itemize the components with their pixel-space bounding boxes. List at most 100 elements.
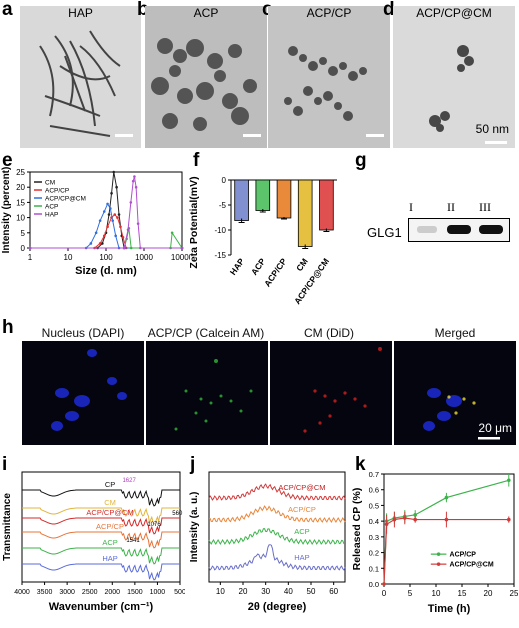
x-tick-label: 10 [432, 589, 441, 598]
legend-label: ACP/CP@CM [45, 196, 86, 203]
series-point [106, 225, 109, 229]
series-point [170, 231, 174, 235]
chart-i-ftir: 4000 3500 3000 2500 2000 1500 1000 500CPCMACP/C… [2, 471, 185, 613]
panel-letter-f: f [193, 150, 200, 171]
y-tick-label: 10 [16, 214, 25, 223]
legend-label: ACP/CP@CM [450, 562, 494, 569]
bar [255, 179, 271, 211]
panel-letter-e: e [2, 150, 13, 171]
legend-label: HAP [45, 212, 58, 219]
release-point [403, 516, 407, 520]
bar [297, 179, 313, 247]
y-axis-title: Transmittance [2, 493, 13, 561]
tem-image-acp: ACP [145, 6, 267, 148]
category-label: HAP [228, 256, 247, 277]
series-line [30, 213, 182, 249]
lane-label-3: III [479, 200, 491, 214]
series-point [102, 210, 106, 213]
xrd-line [208, 528, 346, 545]
x-tick-label: 15 [458, 589, 467, 598]
series-point [126, 228, 130, 232]
y-tick-label: 0.1 [369, 564, 379, 573]
series-point [121, 236, 125, 239]
x-tick-label: 20 [239, 587, 248, 596]
fluor-image-calcein [146, 341, 268, 445]
x-tick-label: 2500 [82, 589, 98, 596]
tem-title-hap: HAP [68, 6, 93, 20]
xrd-line [208, 483, 346, 501]
panel-letter-d: d [383, 0, 395, 20]
x-tick-label: 100 [99, 253, 113, 262]
y-tick-label: 5 [21, 229, 26, 238]
western-blot: I II III GLG1 [355, 192, 515, 252]
series-point [101, 242, 104, 245]
spectrum-label: ACP/CP@CM [86, 508, 133, 517]
release-point [413, 517, 417, 522]
panel-letter-g: g [355, 150, 367, 171]
y-axis-title: Released CP (%) [351, 488, 363, 571]
x-tick-label: 40 [284, 587, 293, 596]
x-axis-title: 2θ (degree) [248, 601, 307, 613]
spectrum-label: CP [105, 480, 115, 489]
y-tick-label: 0.2 [369, 549, 379, 558]
series-point [116, 216, 119, 219]
spectrum-line [22, 531, 180, 549]
xrd-label: ACP [294, 527, 309, 536]
tem-texture-acpcp [284, 46, 384, 137]
panel-letter-c: c [262, 0, 273, 19]
legend-label: ACP/CP [450, 552, 477, 559]
tem-texture-acpcpcm [429, 45, 507, 144]
spectrum-label: HAP [102, 554, 117, 563]
series-point [114, 234, 118, 238]
spectrum-line [22, 517, 180, 535]
y-tick-label: -5 [219, 201, 227, 210]
x-tick-label: 1 [28, 253, 33, 262]
tem-texture-acp [151, 38, 261, 137]
x-tick-label: 30 [261, 587, 270, 596]
y-tick-label: -15 [214, 251, 226, 260]
plot-frame [383, 473, 515, 585]
x-tick-label: 1000 [150, 589, 166, 596]
series-point [117, 213, 121, 216]
series-point [106, 202, 109, 206]
spectrum-line [22, 547, 180, 565]
series-point [129, 246, 133, 250]
fluor-title-did: CM (DiD) [304, 326, 354, 340]
lane-label-1: I [409, 200, 413, 214]
spectrum-label: CM [104, 498, 116, 507]
legend-label: ACP/CP [45, 188, 69, 195]
x-tick-label: 10 [216, 587, 225, 596]
x-tick-label: 10 [64, 253, 73, 262]
y-tick-label: 0.6 [369, 486, 379, 495]
peak-annotation: 560 [172, 511, 183, 517]
x-tick-label: 500 [174, 589, 185, 596]
category-label: CM [294, 256, 310, 273]
spectrum-line [22, 489, 180, 507]
release-point [384, 522, 389, 527]
x-axis-title: Wavenumber (cm⁻¹) [49, 601, 154, 613]
xrd-line [208, 505, 346, 523]
fluor-title-merged: Merged [434, 326, 476, 340]
y-tick-label: 0.5 [369, 501, 379, 510]
fluor-title-calcein: ACP/CP (Calcein AM) [147, 326, 265, 340]
x-axis-title: Size (d. nm) [75, 265, 137, 277]
y-axis-title: Intensity (percent) [1, 167, 12, 254]
fluor-did-texture [303, 347, 382, 433]
fluor-image-did [270, 341, 392, 445]
x-tick-label: 3000 [59, 589, 75, 596]
legend-marker [436, 562, 441, 566]
tem-title-acp: ACP [193, 6, 219, 20]
x-tick-label: 4000 [14, 589, 30, 596]
x-tick-label: 20 [484, 589, 493, 598]
x-tick-label: 5 [408, 589, 413, 598]
fluor-calcein-texture [174, 359, 253, 431]
series-point [110, 191, 113, 195]
panel-letter-a: a [2, 0, 13, 20]
peak-annotation: 1627 [122, 478, 136, 484]
bar [276, 179, 292, 219]
release-point [444, 517, 449, 522]
tem-scale-label: 50 nm [475, 122, 509, 136]
peak-annotation: 1076 [147, 522, 161, 528]
